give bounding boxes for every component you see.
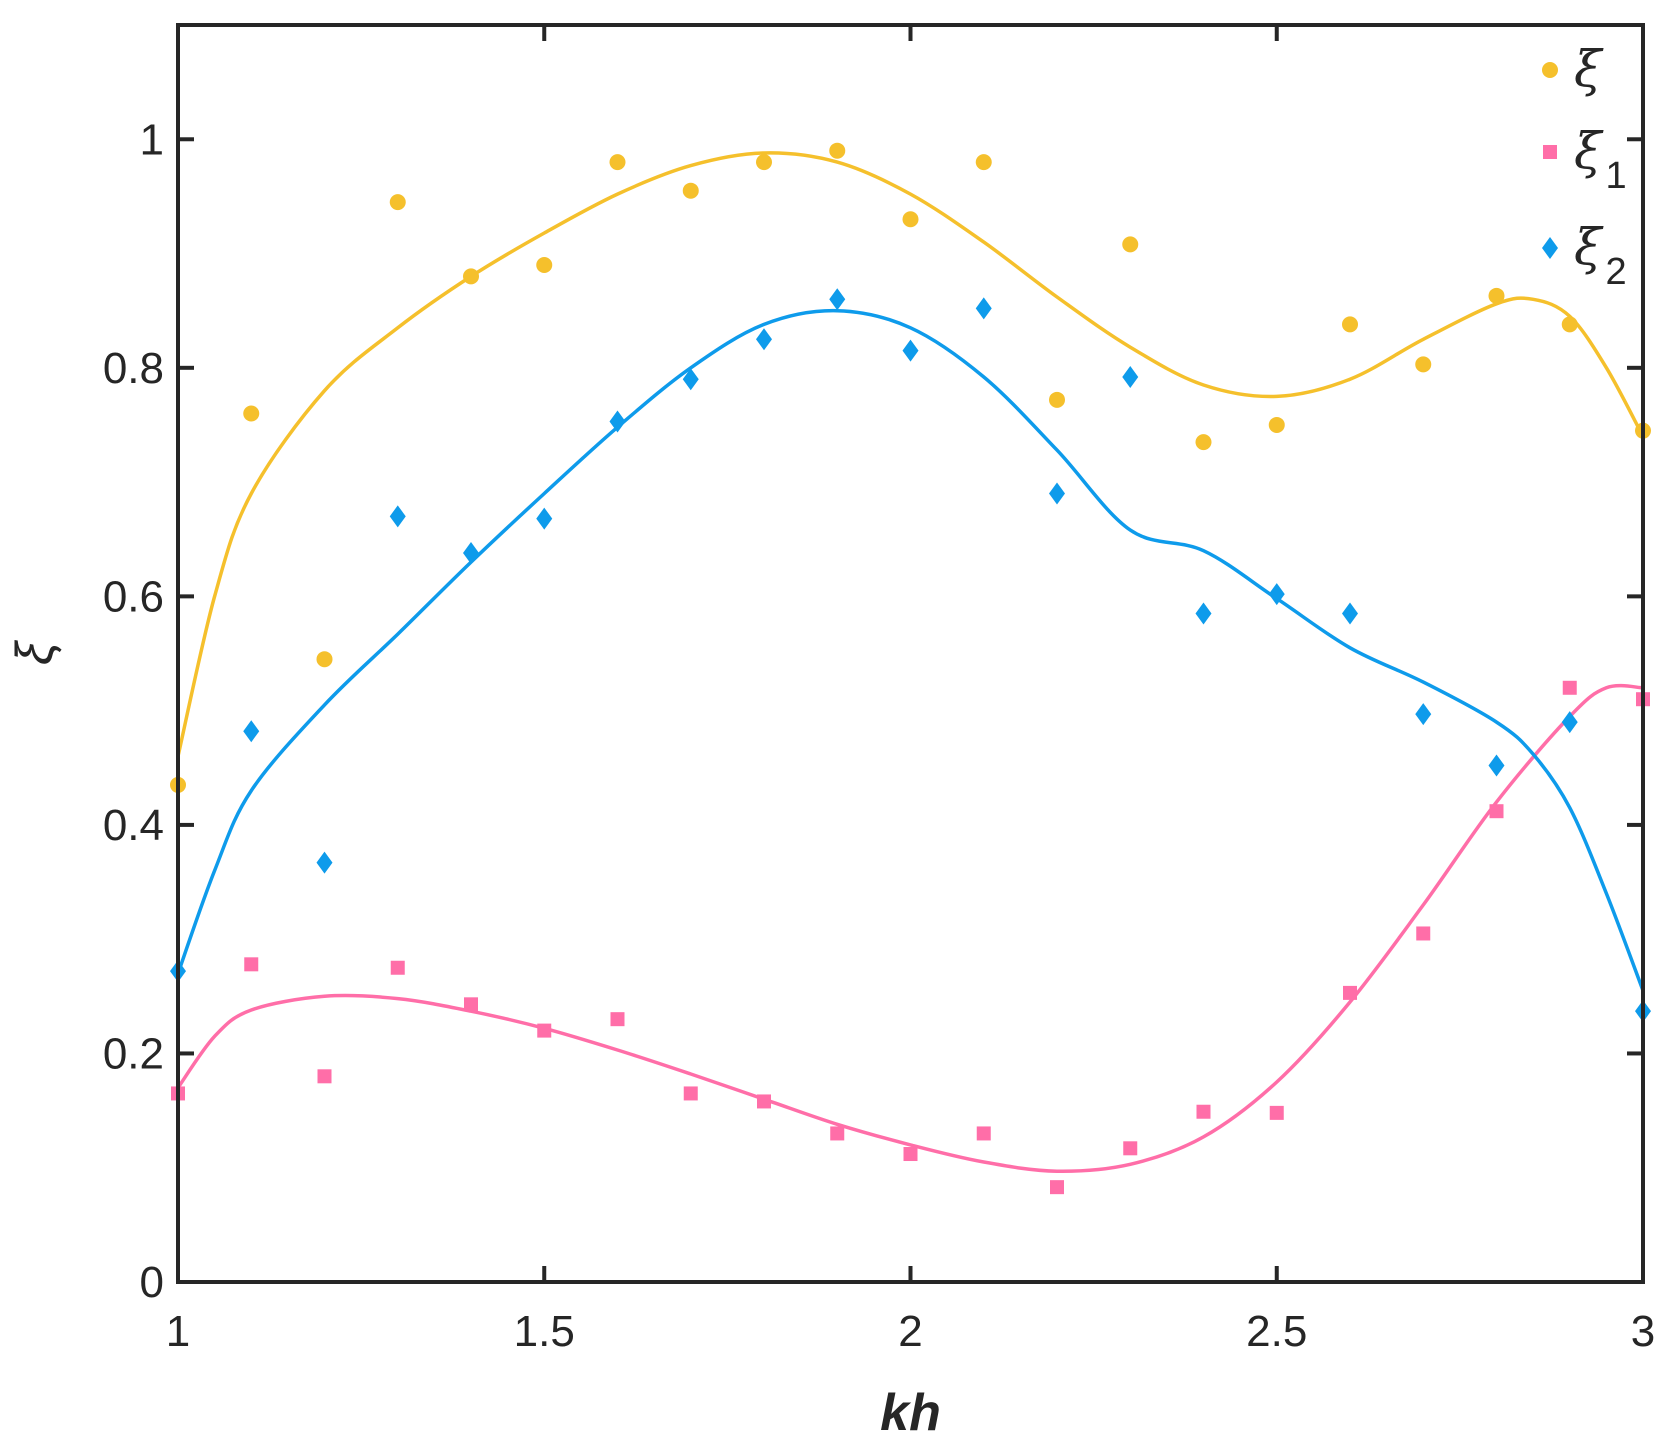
legend-marker-series-2 (1542, 237, 1558, 259)
y-tick-label: 0.4 (103, 801, 164, 850)
x-tick-labels: 1 1.5 2 2.5 3 (166, 1307, 1655, 1356)
point-series-2 (829, 288, 846, 311)
point-series-0 (756, 154, 772, 171)
y-tick-label: 0.8 (103, 344, 164, 393)
point-series-0 (1122, 236, 1139, 253)
point-series-2 (463, 541, 479, 564)
point-series-2 (1268, 583, 1285, 606)
y-tick-label: 0.6 (103, 572, 164, 621)
x-tick-label: 1 (166, 1307, 190, 1356)
fit-line-series-1 (176, 683, 1644, 1173)
point-series-0 (829, 142, 846, 159)
point-series-1 (1269, 1105, 1284, 1120)
x-tick-label: 2.5 (1246, 1307, 1307, 1356)
legend-label-main: ξ (1574, 40, 1604, 98)
point-series-2 (609, 410, 626, 433)
point-series-2 (1122, 365, 1139, 388)
point-series-0 (389, 194, 406, 211)
point-series-0 (1049, 391, 1065, 408)
point-series-1 (757, 1094, 771, 1109)
point-series-0 (1488, 287, 1505, 304)
point-series-0 (1342, 316, 1358, 333)
point-series-2 (902, 339, 919, 362)
point-series-2 (1195, 602, 1212, 625)
legend-label-subscript: 2 (1606, 251, 1627, 293)
point-series-1 (830, 1126, 845, 1141)
point-series-2 (1049, 482, 1065, 505)
point-series-1 (1050, 1180, 1064, 1195)
y-axis-label: ξ (6, 639, 64, 665)
y-tick-label: 1 (140, 115, 164, 164)
x-tick-label: 3 (1631, 1307, 1655, 1356)
point-series-2 (1488, 754, 1505, 777)
point-series-1 (1489, 804, 1504, 819)
point-series-0 (1195, 434, 1212, 451)
point-series-2 (756, 328, 772, 351)
point-series-2 (1415, 703, 1432, 726)
legend-label-main: ξ (1574, 122, 1604, 180)
point-series-2 (389, 505, 406, 528)
legend-label-main: ξ (1574, 218, 1604, 276)
point-series-1 (317, 1069, 332, 1084)
point-series-1 (683, 1086, 698, 1101)
y-tick-labels: 0 0.2 0.4 0.6 0.8 1 (103, 115, 164, 1307)
point-series-1 (1562, 680, 1577, 695)
point-series-1 (1196, 1104, 1211, 1119)
point-series-0 (463, 268, 479, 285)
point-series-2 (536, 507, 553, 530)
x-tick-label: 2 (898, 1307, 922, 1356)
y-tick-label: 0 (140, 1258, 164, 1307)
point-series-0 (1415, 356, 1432, 373)
point-series-0 (609, 154, 626, 171)
point-series-1 (1343, 985, 1357, 1000)
fit-line-series-2 (176, 308, 1645, 992)
point-series-1 (976, 1126, 991, 1141)
point-series-1 (537, 1023, 552, 1038)
axis-ticks (176, 25, 1645, 1284)
legend-marker-series-1 (1543, 145, 1557, 159)
point-series-2 (1342, 602, 1358, 625)
fit-line-series-0 (176, 151, 1645, 757)
legend-marker-series-0 (1542, 62, 1558, 78)
data-points (170, 142, 1651, 1195)
point-series-0 (682, 182, 699, 199)
point-series-1 (464, 997, 478, 1012)
x-axis-label: kh (880, 1384, 941, 1442)
point-series-0 (316, 651, 333, 668)
point-series-2 (316, 851, 333, 874)
point-series-1 (244, 957, 259, 972)
fit-lines (176, 151, 1645, 1173)
point-series-2 (243, 720, 260, 743)
legend-label-series-0: ξ (1574, 40, 1604, 98)
point-series-0 (902, 211, 919, 228)
x-tick-label: 1.5 (514, 1307, 575, 1356)
point-series-2 (682, 368, 699, 391)
point-series-2 (1561, 711, 1578, 734)
point-series-1 (390, 960, 405, 975)
point-series-2 (975, 297, 992, 320)
y-tick-label: 0.2 (103, 1029, 164, 1078)
point-series-0 (975, 154, 992, 171)
legend: ξξ 1ξ 2 (1542, 40, 1627, 293)
point-series-0 (1268, 416, 1285, 433)
point-series-1 (610, 1012, 625, 1027)
legend-label-subscript: 1 (1606, 155, 1627, 197)
point-series-1 (1123, 1141, 1138, 1156)
point-series-0 (1561, 316, 1578, 333)
point-series-1 (1416, 926, 1431, 941)
point-series-0 (536, 256, 553, 273)
point-series-1 (903, 1147, 918, 1162)
point-series-0 (243, 405, 260, 422)
